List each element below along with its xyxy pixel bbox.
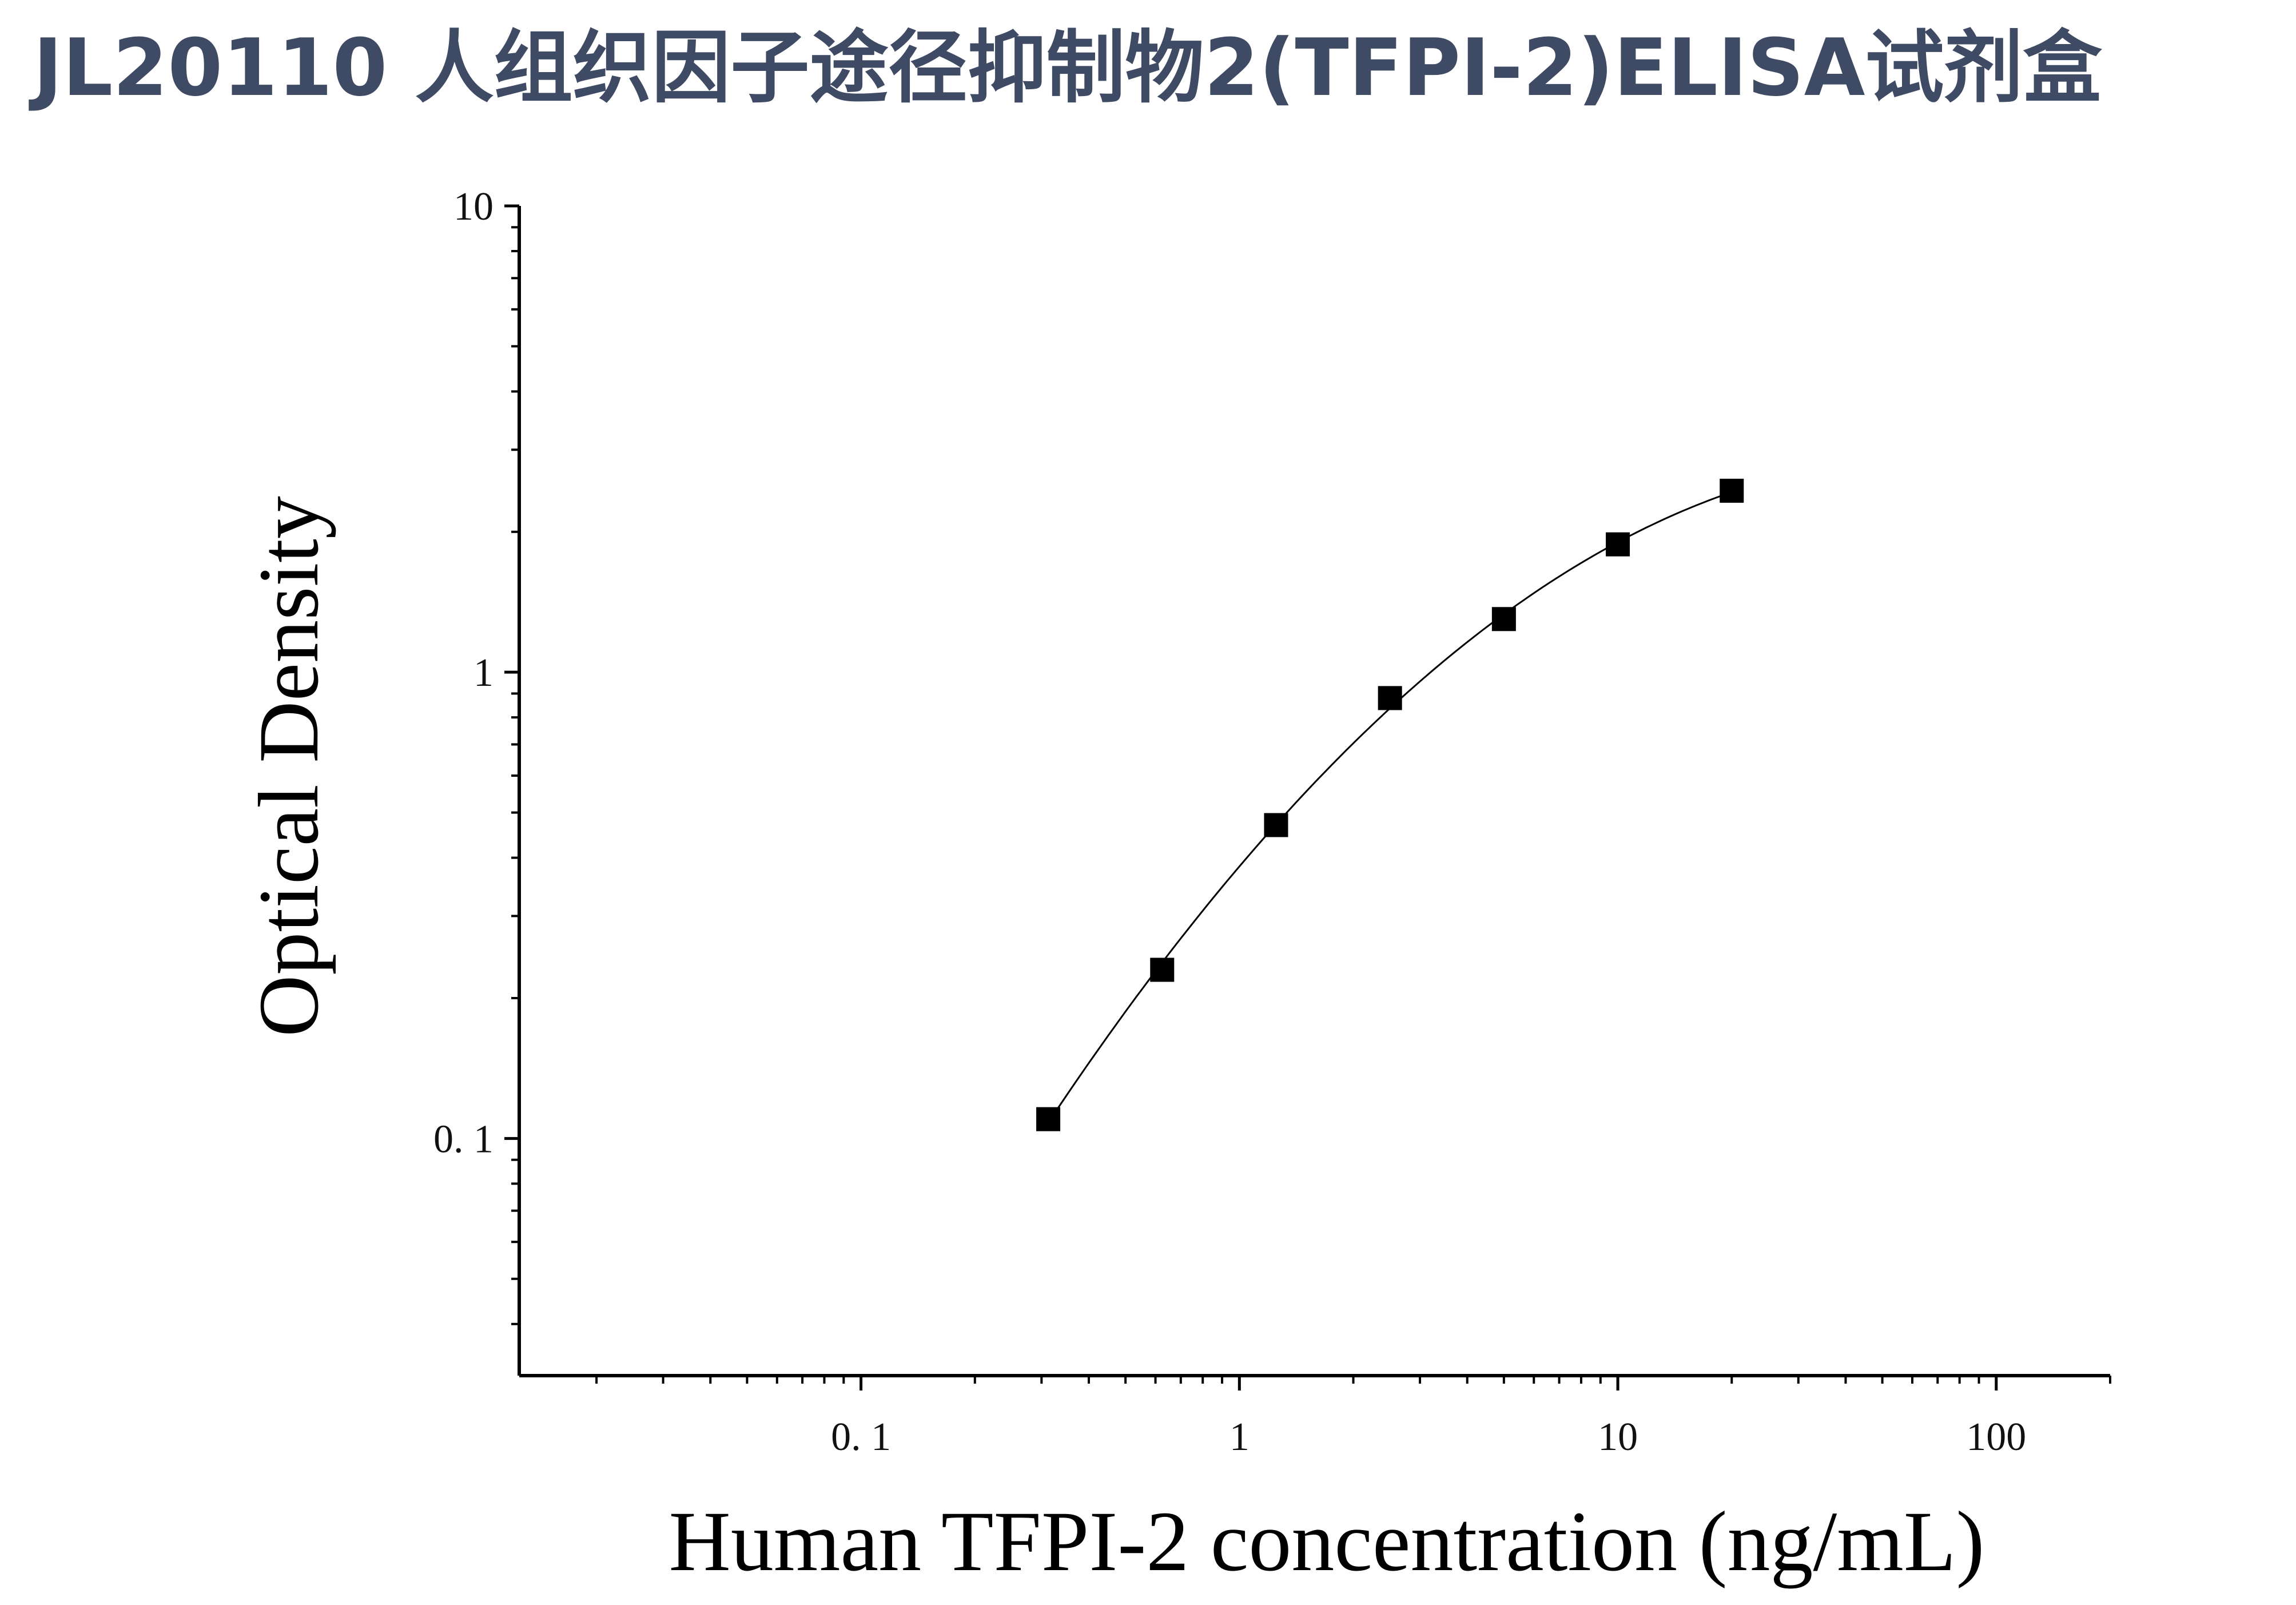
fit-curve (1050, 491, 1732, 1118)
data-point (1150, 958, 1175, 982)
y-tick-label: 1 (473, 651, 494, 695)
data-points-layer (1036, 478, 1744, 1131)
x-tick-label: 10 (1598, 1415, 1638, 1459)
data-point (1036, 1107, 1061, 1131)
data-point (1720, 478, 1744, 503)
data-point (1264, 813, 1288, 837)
x-axis-label: Human TFPI-2 concentration (ng/mL) (669, 1494, 1985, 1589)
y-tick-label: 0. 1 (433, 1117, 494, 1161)
page-title: JL20110 人组织因子途径抑制物2(TFPI-2)ELISA试剂盒 (33, 22, 2102, 114)
y-tick-label: 10 (453, 185, 494, 229)
y-axis-label: Optical Density (241, 496, 336, 1037)
axes: 0. 1 1 10 100 0. 1 1 10 (433, 185, 2111, 1459)
x-tick-label: 0. 1 (831, 1415, 891, 1459)
data-point (1606, 532, 1630, 557)
data-point (1378, 686, 1402, 710)
x-tick-label: 1 (1229, 1415, 1250, 1459)
x-tick-label: 100 (1966, 1415, 2026, 1459)
fit-curve-layer (1050, 491, 1732, 1118)
data-point (1491, 607, 1516, 631)
